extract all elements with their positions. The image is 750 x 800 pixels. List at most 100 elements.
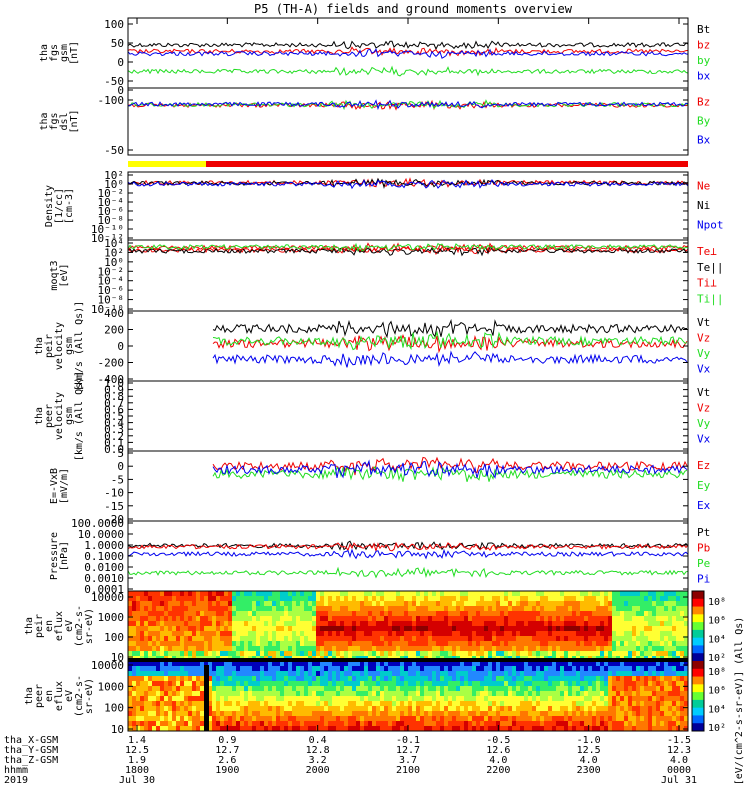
heatmap-cell — [428, 596, 433, 602]
heatmap-cell — [348, 621, 353, 627]
heatmap-cell — [292, 596, 297, 602]
heatmap-cell — [384, 641, 389, 647]
heatmap-cell — [404, 726, 409, 732]
heatmap-cell — [564, 626, 569, 632]
heatmap-cell — [220, 626, 225, 632]
heatmap-cell — [272, 706, 277, 712]
heatmap-cell — [264, 706, 269, 712]
heatmap-cell — [236, 641, 241, 647]
heatmap-cell — [552, 611, 557, 617]
heatmap-cell — [144, 706, 149, 712]
heatmap-cell — [452, 596, 457, 602]
heatmap-cell — [500, 671, 505, 677]
heatmap-cell — [644, 596, 649, 602]
heatmap-cell — [180, 716, 185, 722]
heatmap-cell — [632, 596, 637, 602]
heatmap-cell — [516, 591, 521, 597]
heatmap-cell — [260, 691, 265, 697]
heatmap-cell — [332, 726, 337, 732]
x-tick-label: 4.0 — [670, 755, 688, 766]
heatmap-cell — [368, 591, 373, 597]
heatmap-cell — [420, 686, 425, 692]
heatmap-cell — [664, 641, 669, 647]
heatmap-cell — [404, 626, 409, 632]
heatmap-cell — [480, 636, 485, 642]
heatmap-cell — [208, 706, 213, 712]
heatmap-cell — [408, 726, 413, 732]
heatmap-cell — [552, 596, 557, 602]
heatmap-cell — [276, 641, 281, 647]
heatmap-cell — [640, 651, 645, 657]
heatmap-cell — [324, 716, 329, 722]
heatmap-cell — [448, 716, 453, 722]
heatmap-cell — [184, 666, 189, 672]
heatmap-cell — [224, 706, 229, 712]
x-tick-label: -0.5 — [486, 735, 510, 746]
y-tick-label: 100 — [104, 702, 124, 715]
heatmap-cell — [280, 606, 285, 612]
heatmap-cell — [544, 606, 549, 612]
heatmap-cell — [308, 681, 313, 687]
heatmap-cell — [440, 621, 445, 627]
heatmap-cell — [652, 696, 657, 702]
heatmap-cell — [416, 661, 421, 667]
heatmap-cell — [248, 721, 253, 727]
heatmap-cell — [468, 636, 473, 642]
heatmap-cell — [196, 661, 201, 667]
heatmap-cell — [536, 726, 541, 732]
heatmap-cell — [200, 721, 205, 727]
heatmap-cell — [160, 646, 165, 652]
heatmap-cell — [508, 641, 513, 647]
heatmap-cell — [368, 626, 373, 632]
heatmap-cell — [212, 696, 217, 702]
heatmap-cell — [656, 691, 661, 697]
heatmap-cell — [220, 646, 225, 652]
heatmap-cell — [240, 701, 245, 707]
heatmap-cell — [568, 696, 573, 702]
heatmap-cell — [132, 596, 137, 602]
heatmap-cell — [316, 596, 321, 602]
y-axis-label-line: moqt3 — [49, 260, 60, 290]
heatmap-cell — [344, 681, 349, 687]
heatmap-cell — [576, 716, 581, 722]
heatmap-cell — [668, 626, 673, 632]
heatmap-cell — [216, 706, 221, 712]
heatmap-cell — [496, 596, 501, 602]
heatmap-cell — [144, 666, 149, 672]
heatmap-cell — [524, 646, 529, 652]
heatmap-cell — [616, 686, 621, 692]
heatmap-cell — [216, 601, 221, 607]
heatmap-cell — [252, 666, 257, 672]
heatmap-cell — [152, 691, 157, 697]
heatmap-cell — [648, 641, 653, 647]
heatmap-cell — [132, 716, 137, 722]
heatmap-cell — [680, 711, 685, 717]
heatmap-cell — [408, 641, 413, 647]
heatmap-cell — [148, 621, 153, 627]
heatmap-cell — [148, 671, 153, 677]
heatmap-cell — [340, 681, 345, 687]
heatmap-cell — [664, 611, 669, 617]
heatmap-cell — [300, 631, 305, 637]
heatmap-cell — [364, 681, 369, 687]
heatmap-cell — [304, 716, 309, 722]
heatmap-cell — [520, 661, 525, 667]
heatmap-cell — [196, 666, 201, 672]
heatmap-cell — [592, 696, 597, 702]
heatmap-cell — [260, 666, 265, 672]
heatmap-cell — [280, 691, 285, 697]
heatmap-cell — [404, 606, 409, 612]
series-Ti⊥ — [127, 242, 689, 254]
heatmap-cell — [200, 621, 205, 627]
heatmap-cell — [588, 641, 593, 647]
heatmap-cell — [528, 606, 533, 612]
heatmap-cell — [444, 726, 449, 732]
heatmap-cell — [164, 696, 169, 702]
heatmap-cell — [644, 641, 649, 647]
heatmap-cell — [632, 721, 637, 727]
y-axis-label-line: peer — [44, 404, 55, 428]
heatmap-cell — [356, 706, 361, 712]
heatmap-cell — [272, 721, 277, 727]
legend-Bx: Bx — [697, 134, 711, 147]
heatmap-cell — [220, 706, 225, 712]
